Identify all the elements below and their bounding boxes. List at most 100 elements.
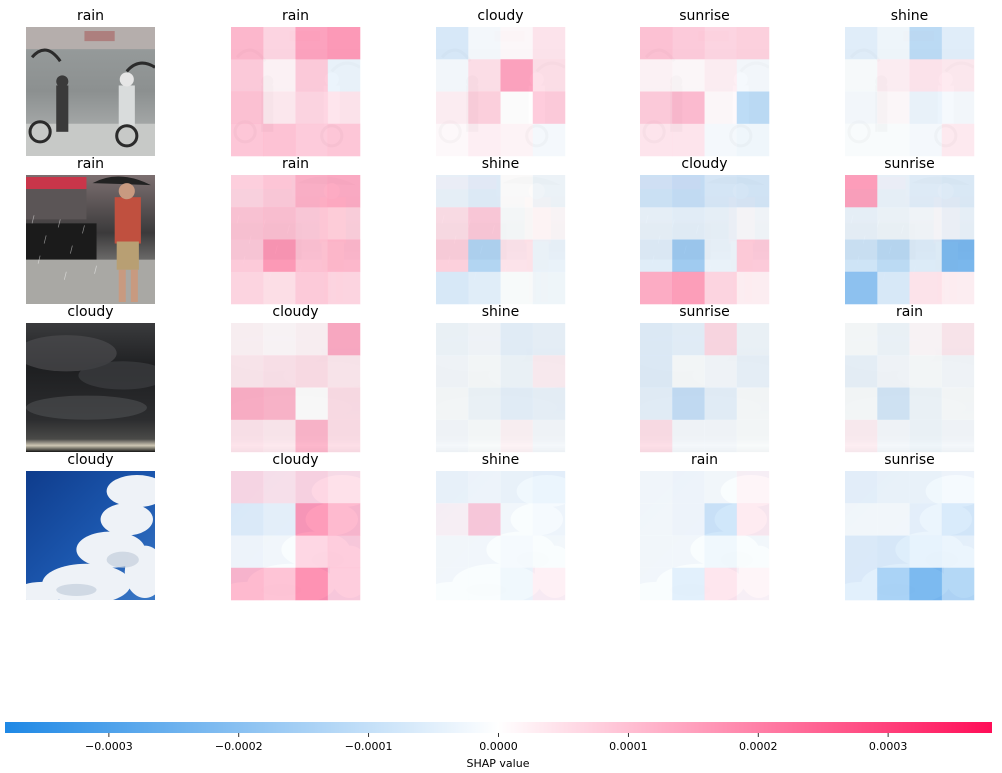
- shap-cell: [909, 419, 943, 453]
- shap-cell: [941, 471, 975, 504]
- shap-cell: [500, 207, 534, 240]
- colorbar: −0.0003 −0.0002 −0.0001 0.0000 0.0001 0.0002 0…: [5, 722, 992, 770]
- shap-cell: [640, 503, 673, 536]
- shap-cell: [736, 503, 770, 536]
- shap-cell: [327, 323, 361, 356]
- shap-panel-title: cloudy: [272, 304, 318, 320]
- shap-cell: [263, 567, 296, 601]
- shap-cell: [468, 503, 501, 536]
- figure-row: cloudy cloudy shine sunrise rain: [26, 304, 975, 453]
- shap-cell: [327, 175, 361, 208]
- shap-cell: [704, 271, 738, 305]
- shap-cell: [909, 59, 943, 92]
- shap-cell: [436, 471, 469, 504]
- shap-cell: [231, 535, 264, 569]
- shap-cell: [877, 471, 910, 504]
- shap-cell: [500, 567, 534, 601]
- shap-cell: [436, 207, 469, 240]
- shap-cell: [845, 503, 878, 536]
- shap-cell: [704, 175, 738, 208]
- shap-cell: [500, 239, 534, 273]
- colorbar-tick-label: 0.0002: [739, 740, 778, 753]
- shap-cell: [877, 387, 910, 421]
- shap-cell: [736, 323, 770, 356]
- shap-cell: [231, 123, 264, 157]
- shap-cell: [704, 471, 738, 504]
- shap-cell: [295, 355, 329, 388]
- shap-cell: [263, 503, 296, 536]
- shap-cell: [231, 355, 264, 388]
- shap-cell: [640, 535, 673, 569]
- colorbar-tick-label: −0.0001: [345, 740, 393, 753]
- shap-cell: [295, 503, 329, 536]
- shap-panel: rain: [640, 452, 770, 601]
- shap-cell: [736, 567, 770, 601]
- shap-cell: [877, 207, 910, 240]
- shap-cell: [640, 355, 673, 388]
- shap-cell: [845, 355, 878, 388]
- shap-cell: [640, 175, 673, 208]
- shap-cell: [532, 91, 566, 125]
- shap-cell: [941, 535, 975, 569]
- shap-cell: [736, 175, 770, 208]
- shap-cell: [327, 239, 361, 273]
- shap-panel: cloudy: [640, 156, 770, 305]
- shap-cell: [877, 59, 910, 92]
- shap-cell: [704, 59, 738, 92]
- input-image: [26, 471, 155, 600]
- shap-panel: shine: [436, 156, 566, 305]
- shap-cell: [468, 567, 501, 601]
- shap-cell: [327, 91, 361, 125]
- shap-cell: [704, 419, 738, 453]
- shap-cell: [436, 59, 469, 92]
- shap-cell: [532, 59, 566, 92]
- shap-cell: [263, 239, 296, 273]
- shap-panel: sunrise: [845, 452, 975, 601]
- shap-cell: [672, 175, 705, 208]
- shap-cell: [327, 355, 361, 388]
- shap-cell: [909, 207, 943, 240]
- shap-panel-title: cloudy: [681, 156, 727, 172]
- input-image-title: cloudy: [67, 452, 113, 468]
- shap-cell: [736, 207, 770, 240]
- colorbar-tick-label: −0.0003: [85, 740, 133, 753]
- shap-cell: [640, 419, 673, 453]
- shap-cell: [231, 471, 264, 504]
- shap-cell: [532, 239, 566, 273]
- shap-cell: [736, 387, 770, 421]
- shap-cell: [672, 419, 705, 453]
- shap-cell: [468, 355, 501, 388]
- shap-cell: [672, 271, 705, 305]
- shap-cell: [263, 323, 296, 356]
- shap-cell: [231, 27, 264, 60]
- shap-cell: [845, 323, 878, 356]
- shap-cell: [704, 567, 738, 601]
- shap-cell: [327, 503, 361, 536]
- shap-cell: [500, 91, 534, 125]
- shap-cell: [468, 535, 501, 569]
- shap-cell: [941, 59, 975, 92]
- shap-cell: [704, 91, 738, 125]
- shap-cell: [704, 503, 738, 536]
- shap-cell: [909, 239, 943, 273]
- shap-cell: [672, 355, 705, 388]
- shap-cell: [436, 535, 469, 569]
- shap-cell: [941, 207, 975, 240]
- shap-cell: [941, 175, 975, 208]
- shap-cell: [877, 123, 910, 157]
- shap-cell: [263, 535, 296, 569]
- shap-cell: [736, 419, 770, 453]
- shap-cell: [295, 567, 329, 601]
- shap-cell: [909, 175, 943, 208]
- shap-cell: [500, 123, 534, 157]
- shap-cell: [672, 323, 705, 356]
- shap-cell: [736, 471, 770, 504]
- shap-cell: [704, 239, 738, 273]
- shap-cell: [295, 419, 329, 453]
- colorbar-tick-label: 0.0003: [869, 740, 908, 753]
- shap-cell: [941, 323, 975, 356]
- shap-cell: [845, 59, 878, 92]
- shap-cell: [532, 567, 566, 601]
- shap-cell: [909, 387, 943, 421]
- shap-panel-title: rain: [691, 452, 718, 468]
